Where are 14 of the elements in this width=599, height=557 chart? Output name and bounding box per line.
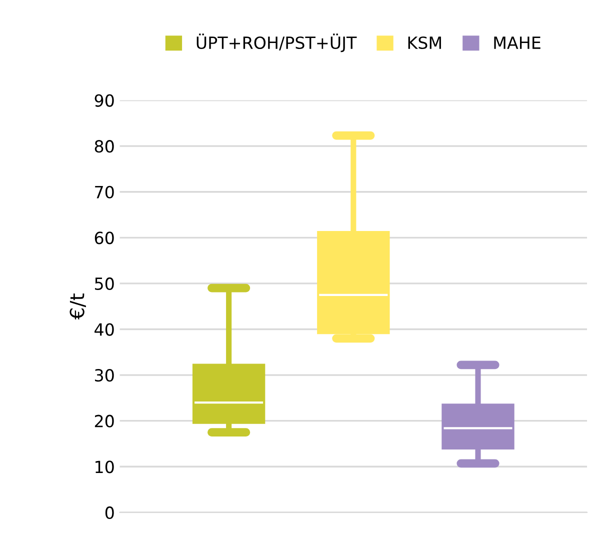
y-tick-label: 10: [96, 460, 114, 474]
y-tick-label: 80: [94, 140, 114, 153]
y-tick-label: 30: [95, 369, 114, 382]
legend-label: MAHE: [494, 36, 540, 49]
legend-label: ÜPT+ROH/PST+ÜJT: [196, 34, 357, 52]
y-tick-label: 90: [94, 94, 114, 107]
y-axis-title: €/t: [70, 294, 86, 320]
y-tick-label: 0: [105, 506, 114, 520]
y-tick-label: 70: [95, 186, 114, 198]
y-tick-label: 20: [94, 414, 114, 428]
legend-label: KSM: [408, 36, 441, 50]
y-tick-label: 50: [95, 277, 114, 290]
y-tick-label: 60: [94, 232, 114, 244]
y-tick-label: 40: [94, 323, 114, 336]
